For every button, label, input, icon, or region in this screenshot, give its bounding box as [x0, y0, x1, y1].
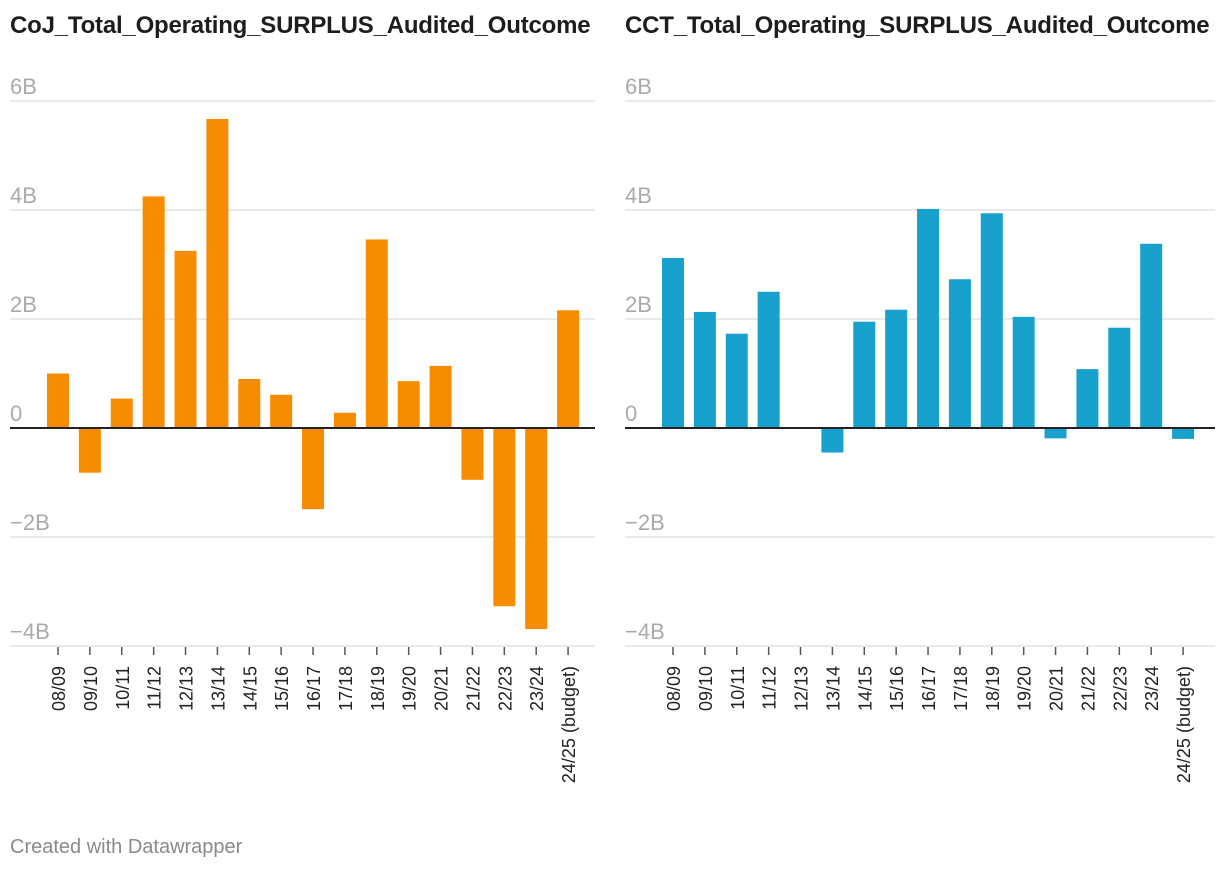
bar	[333, 412, 356, 428]
x-tick-label: 12/13	[792, 666, 812, 711]
bar	[206, 118, 229, 429]
x-tick-label: 24/25 (budget)	[559, 666, 579, 783]
x-tick-label: 18/19	[983, 666, 1003, 711]
bar	[557, 310, 580, 428]
bar	[948, 279, 971, 428]
x-tick-label: 15/16	[272, 666, 292, 711]
bar	[493, 428, 516, 607]
chart-title: CCT_Total_Operating_SURPLUS_Audited_Outc…	[625, 12, 1210, 39]
bar	[757, 291, 780, 428]
bar	[725, 333, 748, 428]
y-tick-label: −2B	[10, 510, 50, 535]
bar	[142, 196, 165, 428]
y-tick-label: 2B	[625, 292, 652, 317]
bar-chart-coj: −4B −2B 0 2B 4B 6B 08/09 09/10 10/11 11/12 12/13 13…	[10, 74, 595, 783]
bar	[885, 309, 908, 428]
bar	[1108, 327, 1131, 428]
bar	[917, 208, 940, 428]
x-tick-label: 18/19	[368, 666, 388, 711]
chart-panel-cct: CCT_Total_Operating_SURPLUS_Audited_Outc…	[625, 0, 1215, 810]
bar	[1076, 369, 1099, 428]
bar	[1172, 428, 1195, 439]
x-tick-label: 17/18	[336, 666, 356, 711]
x-tick-label: 17/18	[951, 666, 971, 711]
x-tick-label: 21/22	[1078, 666, 1098, 711]
footer-credit: Created with Datawrapper	[10, 836, 243, 858]
x-tick-label: 12/13	[177, 666, 197, 711]
y-tick-label: 6B	[625, 74, 652, 99]
bar	[525, 428, 548, 630]
x-tick-label: 19/20	[400, 666, 420, 711]
x-tick-label: 09/10	[81, 666, 101, 711]
x-tick-label: 16/17	[919, 666, 939, 711]
bar-chart-cct: −4B −2B 0 2B 4B 6B 08/09 09/10 10/11 11/12 12/13 13…	[625, 74, 1215, 783]
x-tick-label: 16/17	[304, 666, 324, 711]
bar	[693, 311, 716, 428]
x-tick-label: 22/23	[495, 666, 515, 711]
x-tick-label: 11/12	[145, 666, 165, 710]
bar	[238, 378, 261, 428]
chart-panel-coj: CoJ_Total_Operating_SURPLUS_Audited_Outc…	[10, 0, 605, 810]
x-tick-label: 13/14	[208, 666, 228, 711]
x-tick-label: 20/21	[432, 666, 452, 711]
y-tick-label: 4B	[10, 183, 37, 208]
bar	[365, 239, 388, 428]
bar	[270, 394, 293, 428]
bar	[461, 428, 484, 480]
bar	[980, 213, 1003, 428]
x-tick-label: 14/15	[240, 666, 260, 711]
x-tick-label: 19/20	[1015, 666, 1035, 711]
bar	[662, 257, 684, 428]
x-tick-label: 13/14	[823, 666, 843, 711]
bar	[821, 428, 844, 453]
x-tick-label: 15/16	[887, 666, 907, 711]
x-tick-label: 09/10	[696, 666, 716, 711]
bar	[78, 428, 101, 473]
y-tick-label: −4B	[10, 619, 50, 644]
y-tick-label: 4B	[625, 183, 652, 208]
x-tick-label: 10/11	[728, 666, 748, 710]
x-tick-label: 20/21	[1047, 666, 1067, 711]
bar	[174, 250, 197, 428]
bar	[110, 398, 133, 428]
x-tick-label: 24/25 (budget)	[1174, 666, 1194, 783]
x-tick-label: 22/23	[1110, 666, 1130, 711]
bar	[429, 365, 452, 428]
bar	[47, 373, 69, 428]
bar	[302, 428, 325, 510]
y-tick-label: 2B	[10, 292, 37, 317]
x-tick-label: 08/09	[49, 666, 69, 711]
x-tick-label: 23/24	[527, 666, 547, 711]
x-tick-label: 21/22	[463, 666, 483, 711]
y-tick-label: −4B	[625, 619, 665, 644]
chart-title: CoJ_Total_Operating_SURPLUS_Audited_Outc…	[10, 12, 591, 39]
x-tick-label: 10/11	[113, 666, 133, 710]
bar	[1012, 316, 1035, 428]
bar	[853, 321, 876, 428]
y-tick-label: 0	[10, 401, 22, 426]
x-tick-label: 23/24	[1142, 666, 1162, 711]
x-tick-label: 08/09	[664, 666, 684, 711]
y-tick-label: 6B	[10, 74, 37, 99]
bar	[397, 381, 420, 428]
bar	[1044, 428, 1067, 439]
x-tick-label: 14/15	[855, 666, 875, 711]
y-tick-label: −2B	[625, 510, 665, 535]
bar	[1140, 243, 1163, 428]
y-tick-label: 0	[625, 401, 637, 426]
x-tick-label: 11/12	[760, 666, 780, 710]
